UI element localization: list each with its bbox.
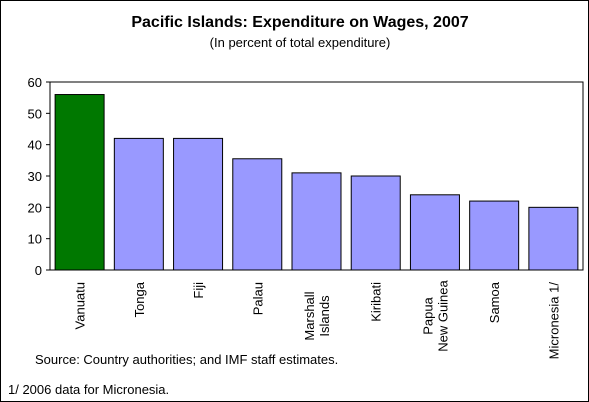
x-tick-label: Micronesia 1/: [546, 282, 561, 360]
bar: [291, 172, 342, 271]
bar: [409, 194, 460, 271]
x-tick-label: Islands: [317, 295, 332, 337]
y-tick-label: 30: [28, 169, 42, 184]
bar: [232, 158, 283, 271]
bar: [469, 200, 520, 271]
x-tick-label: Samoa: [487, 281, 502, 323]
source-note: Source: Country authorities; and IMF sta…: [35, 352, 338, 367]
bar: [350, 175, 401, 271]
y-tick-label: 40: [28, 138, 42, 153]
footnote: 1/ 2006 data for Micronesia.: [8, 382, 169, 397]
y-tick-label: 10: [28, 232, 42, 247]
x-tick-label: Tonga: [132, 281, 147, 317]
bar: [54, 94, 105, 271]
bar: [113, 137, 164, 271]
x-tick-label: Vanuatu: [73, 282, 88, 329]
y-tick-label: 0: [35, 263, 42, 278]
y-tick-label: 50: [28, 106, 42, 121]
x-tick-label: Palau: [250, 282, 265, 315]
x-tick-label: New Guinea: [435, 279, 450, 351]
chart-title: Pacific Islands: Expenditure on Wages, 2…: [131, 14, 468, 31]
x-tick-label: Fiji: [191, 282, 206, 299]
chart-subtitle: (In percent of total expenditure): [210, 35, 391, 50]
x-tick-label: Marshall: [302, 291, 317, 340]
y-tick-label: 60: [28, 75, 42, 90]
y-tick-label: 20: [28, 200, 42, 215]
x-tick-label: Kiribati: [369, 282, 384, 322]
x-tick-label: Papua: [420, 296, 435, 334]
bar: [173, 137, 224, 271]
bar: [528, 206, 579, 271]
